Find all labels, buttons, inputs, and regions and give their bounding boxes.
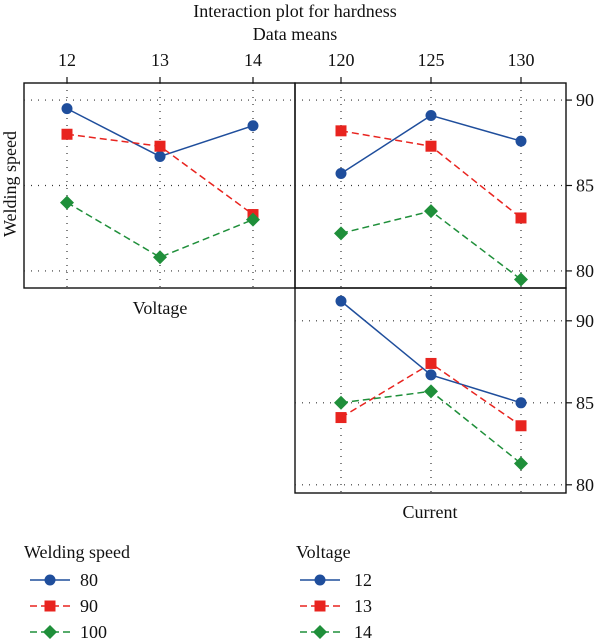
point-current-by-speed-80-125	[425, 109, 437, 121]
legend-marker-0-100	[43, 625, 57, 639]
point-current-by-speed-80-130	[515, 135, 527, 147]
point-voltage-by-speed-80-14	[247, 120, 259, 132]
point-current-by-speed-90-125	[425, 140, 437, 152]
point-voltage-by-speed-100-12	[60, 195, 74, 210]
series-line-voltage-by-speed-100	[66, 201, 254, 259]
x-tick-label-voltage-by-speed-2: 14	[244, 50, 262, 70]
point-current-by-speed-100-125	[424, 204, 438, 219]
point-current-by-speed-90-120	[335, 125, 347, 137]
x-tick-label-current-by-speed-1: 125	[418, 50, 445, 70]
legend-marker-1-14	[313, 625, 327, 639]
legend-label-1-13: 13	[354, 596, 372, 616]
legend-label-0-90: 90	[80, 596, 98, 616]
legend-marker-0-90	[44, 600, 56, 612]
point-voltage-by-speed-90-13	[154, 140, 166, 152]
point-voltage-by-speed-100-13	[153, 250, 167, 265]
point-current-by-voltage-13-120	[335, 412, 347, 424]
point-voltage-by-speed-90-12	[61, 128, 73, 140]
point-current-by-voltage-14-120	[334, 395, 348, 410]
legend-marker-0-80	[44, 574, 56, 586]
chart-subtitle: Data means	[253, 24, 337, 44]
legend-title-welding-speed: Welding speed	[24, 542, 130, 562]
point-current-by-voltage-13-125	[425, 357, 437, 369]
point-current-by-speed-100-120	[334, 226, 348, 241]
point-current-by-voltage-13-130	[515, 420, 527, 432]
point-current-by-voltage-14-130	[514, 456, 528, 471]
legend-label-0-100: 100	[80, 622, 107, 639]
x-tick-label-voltage-by-speed-0: 12	[58, 50, 76, 70]
voltage-axis-label: Voltage	[133, 298, 188, 318]
point-current-by-voltage-14-125	[424, 384, 438, 399]
legend-label-1-14: 14	[354, 622, 372, 639]
point-voltage-by-speed-80-13	[154, 150, 166, 162]
point-current-by-voltage-12-130	[515, 397, 527, 409]
x-tick-label-voltage-by-speed-1: 13	[151, 50, 169, 70]
legend-label-0-80: 80	[80, 570, 98, 590]
current-axis-label: Current	[403, 502, 458, 522]
point-current-by-speed-90-130	[515, 212, 527, 224]
legend-label-1-12: 12	[354, 570, 372, 590]
point-current-by-voltage-12-125	[425, 369, 437, 381]
series-line-current-by-speed-100	[340, 210, 522, 281]
point-voltage-by-speed-80-12	[61, 103, 73, 115]
y-tick-label-current-by-speed-0: 80	[576, 261, 594, 281]
x-tick-label-current-by-speed-0: 120	[328, 50, 355, 70]
y-axis-label: Welding speed	[0, 131, 20, 237]
legend-title-voltage: Voltage	[296, 542, 351, 562]
legend-marker-1-13	[314, 600, 326, 612]
y-tick-label-current-by-voltage-1: 85	[576, 393, 594, 413]
chart-title: Interaction plot for hardness	[193, 1, 396, 21]
y-tick-label-current-by-voltage-0: 80	[576, 475, 594, 495]
point-current-by-voltage-12-120	[335, 295, 347, 307]
point-current-by-speed-80-120	[335, 168, 347, 180]
y-tick-label-current-by-voltage-2: 90	[576, 311, 594, 331]
point-current-by-speed-100-130	[514, 272, 528, 287]
y-tick-label-current-by-speed-2: 90	[576, 90, 594, 110]
point-voltage-by-speed-100-14	[246, 212, 260, 227]
legend-marker-1-12	[314, 574, 326, 586]
y-tick-label-current-by-speed-1: 85	[576, 176, 594, 196]
x-tick-label-current-by-speed-2: 130	[508, 50, 535, 70]
series-line-current-by-voltage-14	[340, 390, 522, 465]
